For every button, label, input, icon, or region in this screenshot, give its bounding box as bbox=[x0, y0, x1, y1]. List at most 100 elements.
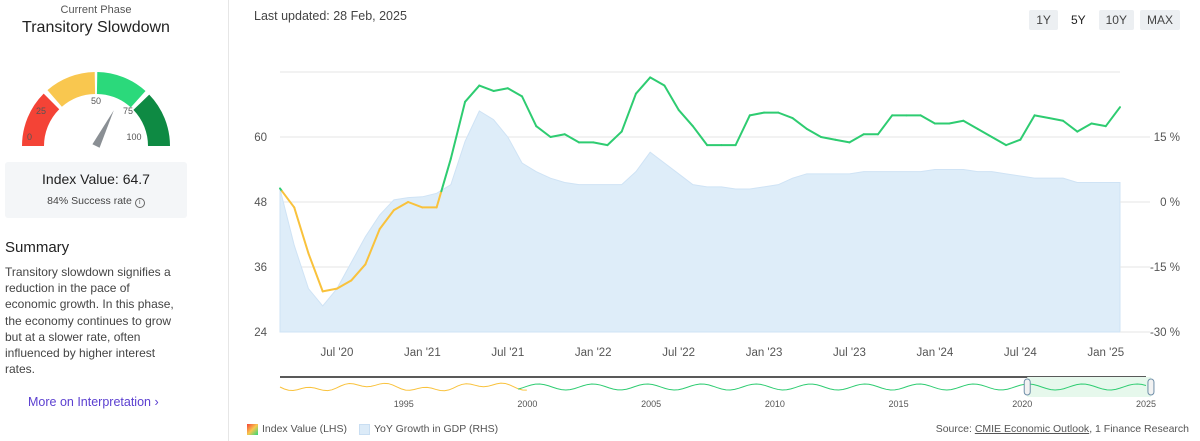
y-axis-right-label: -30 % bbox=[1150, 327, 1180, 339]
navigator-handle bbox=[1147, 378, 1155, 396]
index-line-segment bbox=[1019, 114, 1036, 141]
index-line-segment bbox=[492, 87, 509, 92]
panel-divider bbox=[228, 0, 229, 441]
chart-legend: Index Value (LHS) YoY Growth in GDP (RHS… bbox=[247, 423, 498, 435]
last-updated: Last updated: 28 Feb, 2025 bbox=[254, 9, 407, 23]
gauge-tick-label: 25 bbox=[36, 106, 46, 116]
navigator-handle bbox=[1023, 378, 1031, 396]
index-line-segment bbox=[777, 111, 794, 120]
success-rate: 84% Success rate i bbox=[5, 195, 187, 208]
index-line-segment bbox=[378, 209, 395, 231]
index-line-segment bbox=[321, 287, 338, 293]
index-line-segment bbox=[1033, 114, 1050, 120]
index-line-segment bbox=[734, 114, 751, 147]
index-line-segment bbox=[962, 119, 979, 130]
source-prefix: Source: bbox=[935, 423, 972, 435]
index-line-segment bbox=[335, 279, 353, 290]
index-line-segment bbox=[1047, 117, 1065, 122]
main-chart: 24 36 48 60 -30 % -15 % 0 % 15 % Jul '20 Jan '2… bbox=[254, 71, 1180, 409]
index-box: Index Value: 64.7 84% Success rate i bbox=[5, 162, 187, 218]
gauge-tick-label: 50 bbox=[91, 96, 101, 106]
index-line-segment bbox=[677, 108, 694, 128]
more-on-interpretation-link[interactable]: More on Interpretation › bbox=[28, 395, 159, 409]
index-line-segment bbox=[990, 136, 1008, 147]
legend-gdp-swatch[interactable] bbox=[359, 423, 371, 435]
x-axis-label: Jan '24 bbox=[917, 347, 954, 359]
gauge-segment bbox=[47, 72, 96, 107]
index-line-segment bbox=[407, 201, 424, 209]
index-line-segment bbox=[606, 130, 623, 147]
index-line-segment bbox=[549, 133, 566, 138]
legend-index-label[interactable]: Index Value (LHS) bbox=[262, 423, 348, 435]
index-line-segment bbox=[919, 114, 936, 125]
range-button-1y[interactable]: 1Y bbox=[1029, 10, 1058, 30]
index-line-segment bbox=[449, 100, 467, 160]
index-line-segment bbox=[820, 136, 837, 141]
summary-heading: Summary bbox=[5, 239, 70, 256]
index-line-segment bbox=[592, 141, 609, 147]
index-line-segment bbox=[1104, 106, 1121, 128]
index-line-segment bbox=[748, 111, 766, 117]
index-line-segment bbox=[478, 84, 495, 92]
index-line-segment bbox=[563, 133, 580, 144]
gauge-needle bbox=[92, 110, 114, 148]
navigator-x-label: 2010 bbox=[765, 399, 785, 409]
index-line-segment bbox=[293, 206, 310, 255]
index-line-segment bbox=[521, 95, 538, 128]
left-panel: Current Phase Transitory Slowdown 0 25 50 7… bbox=[0, 0, 192, 441]
range-button-10y[interactable]: 10Y bbox=[1098, 10, 1134, 30]
index-line-segment bbox=[805, 127, 823, 138]
index-line-segment bbox=[464, 84, 481, 103]
index-line-segment bbox=[1062, 119, 1079, 133]
index-line-segment bbox=[620, 92, 637, 133]
phase-gauge: 0 25 50 75 100 bbox=[22, 72, 170, 148]
legend-gdp-label[interactable]: YoY Growth in GDP (RHS) bbox=[374, 423, 499, 435]
range-button-max[interactable]: MAX bbox=[1139, 10, 1180, 30]
index-line-segment bbox=[948, 119, 965, 125]
info-icon[interactable]: i bbox=[134, 198, 145, 208]
x-axis-label: Jul '21 bbox=[491, 347, 524, 359]
x-axis-label: Jul '24 bbox=[1004, 347, 1037, 359]
legend-index-swatch[interactable] bbox=[247, 423, 258, 435]
summary-text: Transitory slowdown signifies a reductio… bbox=[5, 265, 174, 377]
index-line-segment bbox=[307, 252, 324, 293]
x-axis-label: Jul '22 bbox=[662, 347, 695, 359]
x-axis-label: Jan '25 bbox=[1087, 347, 1124, 359]
y-axis-left-label: 60 bbox=[254, 132, 267, 144]
index-line-segment bbox=[506, 87, 524, 98]
index-line-segment bbox=[663, 84, 680, 111]
y-axis-right-label: -15 % bbox=[1150, 262, 1180, 274]
gauge-segment bbox=[22, 93, 60, 146]
navigator-selection bbox=[1027, 377, 1151, 397]
index-line-segment bbox=[791, 117, 808, 130]
gdp-area bbox=[279, 110, 1121, 333]
gauge-segment bbox=[133, 94, 170, 146]
index-line-segment bbox=[976, 127, 993, 138]
y-axis-left-label: 48 bbox=[254, 197, 267, 209]
navigator-x-label: 2025 bbox=[1136, 399, 1156, 409]
index-line-segment bbox=[848, 133, 865, 144]
success-rate-text: 84% Success rate bbox=[47, 195, 132, 207]
x-axis-label: Jul '23 bbox=[833, 347, 866, 359]
index-line-segment bbox=[535, 125, 552, 138]
index-line-segment bbox=[1090, 122, 1107, 128]
x-axis-label: Jan '23 bbox=[746, 347, 783, 359]
index-line-segment bbox=[364, 228, 381, 266]
index-line-segment bbox=[634, 76, 652, 95]
index-line-segment bbox=[834, 138, 851, 144]
y-axis-left-label: 36 bbox=[254, 262, 267, 274]
x-axis-label: Jan '21 bbox=[404, 347, 441, 359]
index-line-segment bbox=[440, 157, 452, 193]
gauge-tick-label: 100 bbox=[126, 132, 141, 142]
index-line-segment bbox=[281, 190, 296, 209]
index-line-segment bbox=[691, 125, 709, 147]
index-value: Index Value: 64.7 bbox=[42, 171, 150, 187]
index-line-segment bbox=[435, 190, 443, 209]
index-line-segment bbox=[649, 76, 666, 87]
x-axis-label: Jul '20 bbox=[321, 347, 354, 359]
phase-caption: Current Phase bbox=[60, 4, 132, 16]
source-link[interactable]: CMIE Economic Outlook bbox=[974, 423, 1090, 435]
range-button-5y[interactable]: 5Y bbox=[1070, 13, 1086, 27]
source-note: Source: CMIE Economic Outlook, 1 Finance… bbox=[936, 423, 1189, 435]
index-line-segment bbox=[1005, 138, 1022, 147]
